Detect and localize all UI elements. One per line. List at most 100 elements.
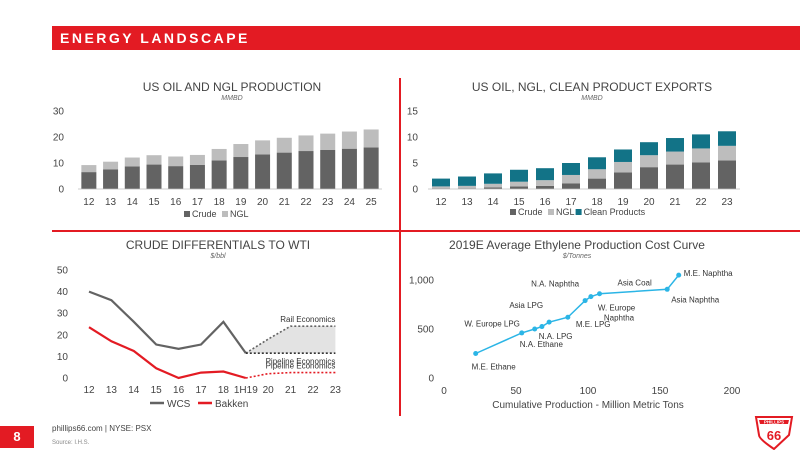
bar-crude <box>320 150 336 189</box>
bar-crude <box>189 164 205 189</box>
bar-ngl <box>211 148 227 161</box>
bar-crude <box>233 157 249 189</box>
bar-ngl <box>233 144 249 158</box>
bar-ngl <box>341 131 357 149</box>
x-tick-label: 150 <box>652 386 669 397</box>
y-tick-label: 10 <box>57 352 69 363</box>
x-tick-label: 18 <box>214 197 226 208</box>
y-tick-label: 5 <box>412 159 418 170</box>
bar-crude <box>298 151 314 189</box>
x-tick-label: 22 <box>307 385 319 396</box>
bar-ngl <box>588 169 606 179</box>
bar-clean-products <box>640 142 658 156</box>
legend-label: NGL <box>230 209 249 219</box>
x-tick-label: 12 <box>83 197 95 208</box>
phillips66-logo: PHILLIPS 66 <box>754 416 794 450</box>
bar-crude <box>103 169 119 189</box>
bar-clean-products <box>432 178 450 187</box>
x-tick-label: 100 <box>580 386 597 397</box>
x-tick-label: 16 <box>539 197 551 208</box>
bar-ngl <box>510 181 528 187</box>
legend-label: Crude <box>192 209 217 219</box>
y-tick-label: 1,000 <box>409 276 434 287</box>
bar-crude <box>211 160 227 189</box>
legend-swatch <box>548 209 554 215</box>
x-tick-label: 14 <box>487 197 499 208</box>
bar-clean-products <box>536 168 554 181</box>
legend-label: Clean Products <box>584 207 646 217</box>
x-tick-label: 17 <box>565 197 577 208</box>
x-tick-label: 24 <box>344 197 356 208</box>
x-tick-label: 20 <box>263 385 275 396</box>
legend-label: NGL <box>556 207 575 217</box>
chart-title: 2019E Average Ethylene Production Cost C… <box>449 238 705 252</box>
x-tick-label: 12 <box>435 197 447 208</box>
bar-crude <box>276 152 292 189</box>
series-line-wcs <box>88 290 247 354</box>
point-label: Asia Naphtha <box>671 295 720 304</box>
chart-title: CRUDE DIFFERENTIALS TO WTI <box>126 238 310 252</box>
data-point <box>565 314 571 320</box>
y-tick-label: 500 <box>417 325 434 336</box>
chart-subtitle: MMBD <box>581 95 602 102</box>
bar-ngl <box>363 129 379 148</box>
bar-crude <box>341 148 357 189</box>
x-axis-label: Cumulative Production - Million Metric T… <box>492 400 684 411</box>
projection-line <box>245 371 336 379</box>
x-tick-label: 18 <box>218 385 230 396</box>
y-tick-label: 0 <box>412 185 418 196</box>
data-point <box>588 294 594 300</box>
y-tick-label: 0 <box>62 374 68 385</box>
x-tick-label: 17 <box>192 197 204 208</box>
point-label: W. Europe Naphtha <box>598 304 636 323</box>
data-point <box>539 324 545 330</box>
bar-ngl <box>81 165 97 173</box>
chart-title: US OIL, NGL, CLEAN PRODUCT EXPORTS <box>472 80 712 94</box>
bar-ngl <box>255 140 271 155</box>
x-tick-label: 15 <box>151 385 163 396</box>
x-tick-label: 21 <box>279 197 291 208</box>
logo-text: PHILLIPS <box>764 419 784 424</box>
bar-ngl <box>432 186 450 189</box>
x-tick-label: 21 <box>669 197 681 208</box>
x-tick-label: 20 <box>257 197 269 208</box>
bar-ngl <box>458 185 476 189</box>
bar-ngl <box>103 161 119 170</box>
chart-title: US OIL AND NGL PRODUCTION <box>143 80 321 94</box>
bar-ngl <box>718 145 736 161</box>
y-tick-label: 30 <box>53 107 65 118</box>
x-tick-label: 22 <box>300 197 312 208</box>
bar-crude <box>536 185 554 189</box>
x-tick-label: 13 <box>461 197 473 208</box>
y-tick-label: 50 <box>57 266 69 277</box>
y-tick-label: 10 <box>53 159 65 170</box>
bar-ngl <box>614 161 632 173</box>
chart-subtitle: $/Tonnes <box>562 253 592 260</box>
x-tick-label: 23 <box>330 385 342 396</box>
banner-title: ENERGY LANDSCAPE <box>60 30 250 46</box>
x-tick-label: 17 <box>195 385 207 396</box>
y-tick-label: 0 <box>428 374 434 385</box>
bar-crude <box>718 160 736 189</box>
bar-ngl <box>562 174 580 184</box>
point-label: M.E. LPG <box>576 320 611 329</box>
bar-clean-products <box>718 131 736 146</box>
data-point <box>546 319 552 325</box>
x-tick-label: 23 <box>322 197 334 208</box>
x-tick-label: 18 <box>591 197 603 208</box>
bar-ngl <box>124 157 140 167</box>
chart-subtitle: $/bbl <box>209 253 226 260</box>
bar-clean-products <box>562 163 580 175</box>
legend-swatch <box>575 209 582 215</box>
rail-economics-band <box>245 326 336 354</box>
x-tick-label: 0 <box>441 386 447 397</box>
bar-crude <box>562 183 580 189</box>
bar-ngl <box>189 154 205 165</box>
data-point <box>532 326 538 332</box>
footer-text[interactable]: phillips66.com | NYSE: PSX <box>52 424 152 433</box>
x-tick-label: 50 <box>510 386 522 397</box>
x-tick-label: 25 <box>366 197 378 208</box>
bar-crude <box>124 166 140 189</box>
